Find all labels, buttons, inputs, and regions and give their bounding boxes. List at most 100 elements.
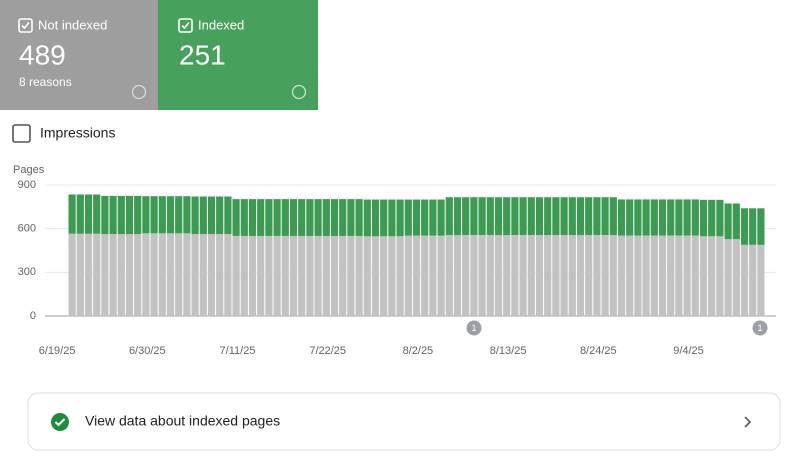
annotation-marker[interactable]	[466, 320, 482, 336]
bar-segment	[273, 199, 281, 236]
x-tick-label: 8/13/25	[490, 345, 527, 357]
bar-segment	[658, 199, 667, 236]
bar-segment	[68, 194, 76, 234]
bar-segment	[617, 235, 626, 316]
bar-segment	[257, 235, 265, 316]
link-card[interactable]	[27, 392, 781, 451]
y-tick-label: 0	[30, 310, 36, 322]
bar-segment	[650, 235, 658, 316]
bar-segment	[298, 235, 306, 316]
card-checkbox[interactable]	[18, 18, 33, 33]
bar-segment	[347, 235, 355, 316]
bar-segment	[601, 235, 609, 316]
bar-segment	[207, 234, 216, 316]
bar-segment	[576, 197, 585, 236]
bar-segment	[552, 197, 560, 236]
bar-segment	[117, 195, 125, 235]
bar-segment	[150, 196, 158, 234]
bar-segment	[740, 244, 749, 316]
bar-segment	[183, 196, 191, 234]
bar-segment	[347, 199, 355, 236]
bar-segment	[486, 197, 494, 236]
bar-segment	[84, 194, 93, 234]
bar-segment	[757, 244, 765, 316]
bar-segment	[749, 208, 757, 245]
bar-segment	[691, 199, 699, 236]
bar-segment	[626, 199, 634, 236]
bar-segment	[609, 235, 617, 316]
bar-segment	[511, 235, 519, 316]
x-tick-label: 9/4/25	[673, 345, 704, 357]
bar-segment	[470, 235, 478, 316]
card-checkbox[interactable]	[178, 18, 193, 33]
bar-segment	[388, 199, 396, 237]
y-tick-label: 300	[18, 266, 36, 278]
bar-segment	[224, 234, 232, 316]
bar-segment	[453, 197, 462, 236]
bar-segment	[494, 197, 503, 236]
bar-segment	[289, 199, 298, 236]
bar-segment	[306, 199, 314, 236]
annotation-label: 1	[757, 323, 762, 333]
bar-segment	[224, 196, 232, 235]
x-tick-label: 7/11/25	[220, 345, 256, 357]
chevron[interactable]	[744, 416, 752, 428]
bar-segment	[675, 235, 683, 316]
bar-segment	[675, 199, 683, 236]
bar-segment	[273, 235, 281, 316]
bar-segment	[125, 234, 134, 316]
bar-segment	[544, 197, 552, 236]
bar-segment	[716, 236, 724, 316]
bar-segment	[593, 235, 601, 316]
bar-segment	[503, 235, 511, 316]
bar-segment	[371, 236, 380, 316]
bar-segment	[757, 208, 765, 245]
bar-segment	[445, 197, 453, 236]
help-icon[interactable]	[131, 84, 147, 100]
bar-segment	[93, 194, 101, 234]
check	[21, 21, 30, 30]
bar-segment	[289, 235, 298, 316]
y-tick-label: 600	[18, 223, 36, 235]
bar-segment	[322, 199, 330, 236]
bar-segment	[560, 235, 568, 316]
x-tick-label: 8/24/25	[580, 345, 617, 357]
help-icon[interactable]	[291, 84, 307, 100]
bar-segment	[101, 195, 109, 235]
bar-segment	[626, 235, 634, 316]
bar-segment	[650, 199, 658, 236]
bar-segment	[117, 234, 125, 316]
bar-segment	[216, 196, 224, 235]
bar-segment	[732, 203, 740, 240]
bar-segment	[699, 199, 708, 237]
bar-segment	[265, 235, 273, 316]
bar-segment	[445, 235, 453, 316]
bar-segment	[68, 233, 76, 316]
bar-segment	[396, 236, 404, 316]
impressions-label[interactable]: Impressions	[40, 125, 115, 141]
card-sub: 8 reasons	[19, 75, 72, 89]
bar-segment	[76, 194, 84, 234]
bar-segment	[109, 195, 117, 235]
bar-segment	[585, 235, 593, 316]
impressions-checkbox[interactable]	[12, 124, 31, 143]
x-tick-label: 6/30/25	[129, 345, 166, 357]
x-tick-label: 8/2/25	[403, 345, 434, 357]
bar-segment	[240, 235, 248, 316]
bar-segment	[634, 199, 642, 236]
card-value: 489	[19, 39, 66, 70]
bar-segment	[568, 197, 576, 236]
bar-segment	[724, 239, 732, 316]
bar-segment	[486, 235, 494, 316]
bar-segment	[339, 235, 347, 316]
bar-segment	[355, 235, 363, 316]
bar-segment	[281, 199, 289, 236]
bar-segment	[527, 197, 535, 236]
bar-segment	[142, 196, 150, 234]
bar-segment	[683, 199, 691, 236]
link-label[interactable]: View data about indexed pages	[85, 413, 280, 429]
bar-segment	[576, 235, 585, 316]
bar-segment	[724, 203, 732, 240]
annotation-marker[interactable]	[752, 320, 768, 336]
